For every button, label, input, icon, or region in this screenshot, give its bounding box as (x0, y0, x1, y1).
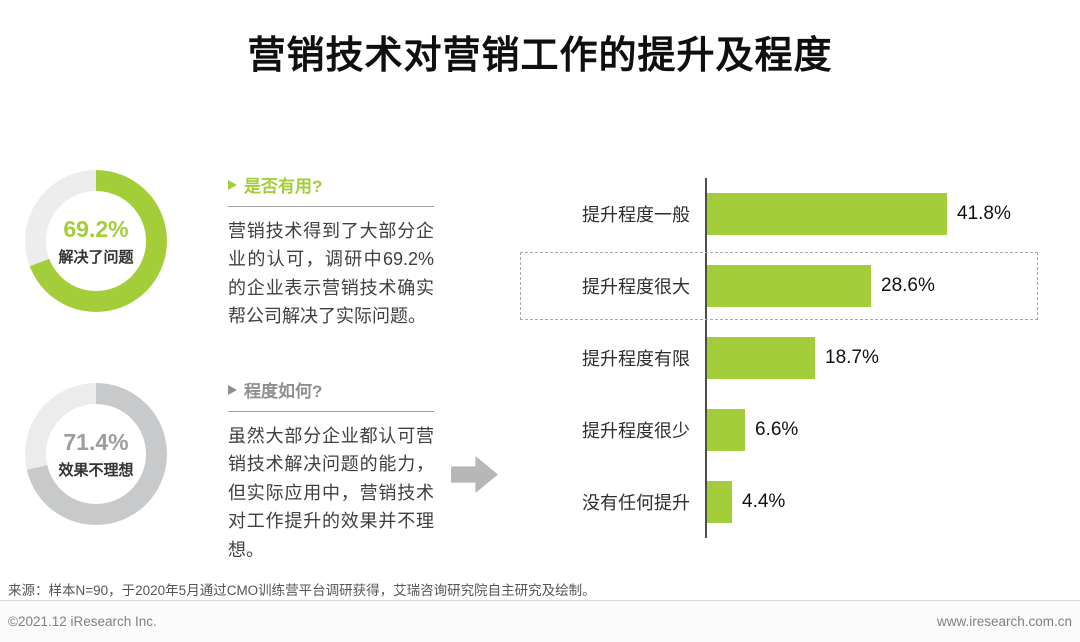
donut-chart-unsatisfied: 71.4% 效果不理想 (25, 383, 167, 525)
bar (707, 193, 947, 235)
section-heading: 是否有用? (228, 172, 434, 207)
section-heading-text: 程度如何? (244, 382, 323, 401)
bar (707, 481, 732, 523)
section-body-text: 营销技术得到了大部分企业的认可，调研中69.2%的企业表示营销技术确实帮公司解决… (228, 221, 434, 327)
bar-row: 没有任何提升 4.4% (520, 466, 1040, 538)
bar-row: 提升程度有限 18.7% (520, 322, 1040, 394)
bar-row: 提升程度很大 28.6% (520, 250, 1040, 322)
bar-track: 41.8% (705, 192, 1040, 236)
bar-row: 提升程度很少 6.6% (520, 394, 1040, 466)
bar-value-label: 18.7% (825, 347, 879, 368)
bar-value-label: 41.8% (957, 203, 1011, 224)
section-degree: 程度如何? 虽然大部分企业都认可营销技术解决问题的能力，但实际应用中，营销技术对… (228, 377, 434, 564)
source-note: 来源：样本N=90，于2020年5月通过CMO训练营平台调研获得，艾瑞咨询研究院… (8, 583, 596, 598)
right-arrow-icon (451, 456, 498, 493)
section-usefulness: 是否有用? 营销技术得到了大部分企业的认可，调研中69.2%的企业表示营销技术确… (228, 172, 434, 331)
donut-label: 解决了问题 (58, 248, 134, 266)
bar-category-label: 没有任何提升 (582, 493, 690, 513)
bar-chart: 提升程度一般 41.8% 提升程度很大 28.6% 提升程度有限 18.7% 提升程度很少 6… (520, 178, 1040, 538)
bar (707, 337, 815, 379)
section-body-text: 虽然大部分企业都认可营销技术解决问题的能力，但实际应用中，营销技术对工作提升的效… (228, 426, 434, 560)
bar-value-label: 4.4% (742, 491, 786, 512)
donut-center: 71.4% 效果不理想 (46, 404, 146, 504)
bar-value-label: 6.6% (755, 419, 799, 440)
chart-axis (705, 178, 707, 538)
bar-track: 6.6% (705, 408, 1040, 452)
bar-category-label: 提升程度一般 (582, 205, 690, 225)
bar-row: 提升程度一般 41.8% (520, 178, 1040, 250)
page-title: 营销技术对营销工作的提升及程度 (247, 35, 833, 77)
donut-value: 69.2% (63, 215, 129, 242)
section-heading: 程度如何? (228, 377, 434, 412)
bar-category-label: 提升程度有限 (582, 349, 690, 369)
bar-track: 4.4% (705, 480, 1040, 524)
donut-chart-solved: 69.2% 解决了问题 (25, 170, 167, 312)
website-text: www.iresearch.com.cn (936, 614, 1072, 629)
bar-track: 18.7% (705, 336, 1040, 380)
bar-chart-rows: 提升程度一般 41.8% 提升程度很大 28.6% 提升程度有限 18.7% 提升程度很少 6… (520, 178, 1040, 538)
arrow-marker-icon (228, 384, 237, 395)
section-heading-text: 是否有用? (244, 177, 323, 196)
bar (707, 409, 745, 451)
donut-value: 71.4% (63, 428, 129, 455)
arrow-marker-icon (228, 179, 237, 190)
bar-value-label: 28.6% (881, 275, 935, 296)
bar-category-label: 提升程度很大 (582, 277, 690, 297)
footer: ©2021.12 iResearch Inc. www.iresearch.co… (0, 600, 1080, 642)
bar-track: 28.6% (705, 264, 1040, 308)
bar (707, 265, 871, 307)
donut-label: 效果不理想 (58, 461, 134, 479)
copyright-text: ©2021.12 iResearch Inc. (8, 614, 157, 629)
bar-category-label: 提升程度很少 (582, 421, 690, 441)
donut-center: 69.2% 解决了问题 (46, 191, 146, 291)
